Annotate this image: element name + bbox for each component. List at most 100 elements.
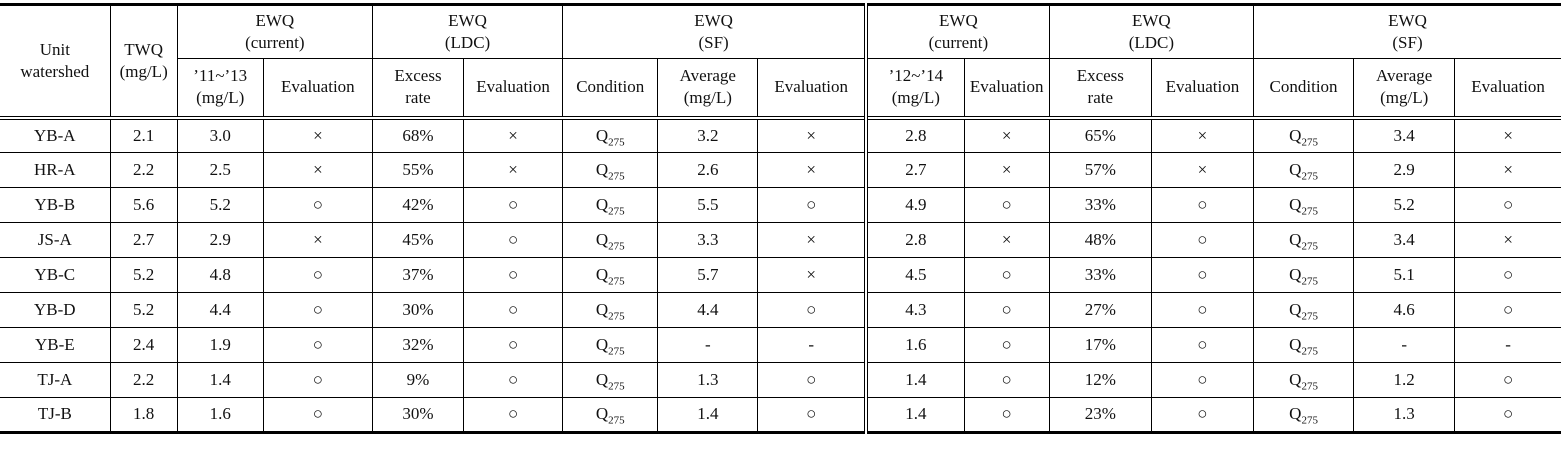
evaluation-mark: × [757,115,867,153]
value-cell: 2.2 [109,152,178,188]
condition-cell: Q275 [1252,292,1355,328]
value-cell: 68% [371,115,465,153]
evaluation-mark: × [757,257,867,293]
value-cell: 1.3 [1353,397,1456,434]
value-cell: 5.5 [657,187,759,223]
evaluation-mark: × [963,152,1050,188]
evaluation-mark: ○ [1454,397,1561,434]
value-cell: 4.4 [176,292,264,328]
value-cell: 4.8 [176,257,264,293]
condition-cell: Q275 [562,397,659,434]
header-period-11-13: ’11~’13 (mg/L) [176,58,264,118]
header-group-ewq-ldc-1: EWQ (LDC) [371,3,564,59]
value-cell: 5.7 [657,257,759,293]
condition-cell: Q275 [562,152,659,188]
evaluation-mark: × [262,152,373,188]
value-cell: 1.4 [176,362,264,398]
value-cell: 2.5 [176,152,264,188]
condition-cell: Q275 [1252,327,1355,363]
evaluation-mark: ○ [262,187,373,223]
header-group-ewq-sf-1: EWQ (SF) [562,3,867,59]
value-cell: 23% [1048,397,1152,434]
unit-watershed-cell: YB-C [0,257,111,293]
value-cell: 2.8 [864,115,965,153]
value-cell: 4.5 [864,257,965,293]
evaluation-mark: ○ [262,397,373,434]
value-cell: 1.4 [864,362,965,398]
condition-cell: Q275 [562,257,659,293]
value-cell: 1.2 [1353,362,1456,398]
unit-watershed-cell: YB-E [0,327,111,363]
evaluation-mark: ○ [463,327,564,363]
evaluation-mark: × [463,115,564,153]
table-header: Unit watershed TWQ (mg/L) EWQ (current) … [0,3,1561,118]
value-cell: - [1454,327,1561,363]
evaluation-mark: × [1454,152,1561,188]
value-cell: 2.7 [864,152,965,188]
evaluation-mark: × [963,115,1050,153]
value-cell: 12% [1048,362,1152,398]
table-row: TJ-B 1.8 1.6 ○ 30% ○ Q275 1.4 ○ 1.4 ○ 23% ○ Q275 1.3 ○ [0,397,1561,434]
table-row: YB-B 5.6 5.2 ○ 42% ○ Q275 5.5 ○ 4.9 ○ 33% ○ Q275 5.2 ○ [0,187,1561,223]
header-group-row: Unit watershed TWQ (mg/L) EWQ (current) … [0,3,1561,118]
header-group-ewq-ldc-2: EWQ (LDC) [1048,3,1255,59]
value-cell: 30% [371,292,465,328]
condition-cell: Q275 [562,115,659,153]
evaluation-mark: ○ [963,397,1050,434]
evaluation-mark: ○ [463,292,564,328]
table-row: TJ-A 2.2 1.4 ○ 9% ○ Q275 1.3 ○ 1.4 ○ 12% ○ Q275 1.2 ○ [0,362,1561,398]
evaluation-mark: ○ [963,362,1050,398]
header-unit-watershed: Unit watershed [0,3,111,118]
evaluation-mark: ○ [757,292,867,328]
header-excess-rate: Excess rate [1048,58,1152,118]
value-cell: - [657,327,759,363]
evaluation-mark: ○ [262,257,373,293]
evaluation-mark: ○ [262,362,373,398]
evaluation-mark: × [463,152,564,188]
value-cell: 2.9 [176,222,264,258]
evaluation-mark: ○ [1454,257,1561,293]
evaluation-mark: × [963,222,1050,258]
evaluation-mark: ○ [262,292,373,328]
header-evaluation: Evaluation [262,58,373,118]
evaluation-mark: ○ [757,187,867,223]
value-cell: 3.2 [657,115,759,153]
evaluation-mark: ○ [963,327,1050,363]
value-cell: 9% [371,362,465,398]
evaluation-mark: × [1454,222,1561,258]
value-cell: 42% [371,187,465,223]
evaluation-mark: ○ [463,187,564,223]
value-cell: - [1353,327,1456,363]
condition-cell: Q275 [1252,222,1355,258]
value-cell: 1.6 [176,397,264,434]
value-cell: 3.3 [657,222,759,258]
evaluation-mark: ○ [1150,327,1255,363]
evaluation-mark: × [262,222,373,258]
condition-cell: Q275 [1252,187,1355,223]
header-group-ewq-current-1: EWQ (current) [176,3,373,59]
header-average: Average (mg/L) [657,58,759,118]
value-cell: 33% [1048,187,1152,223]
header-group-ewq-current-2: EWQ (current) [864,3,1050,59]
header-excess-rate: Excess rate [371,58,465,118]
evaluation-mark: ○ [463,222,564,258]
unit-watershed-cell: YB-B [0,187,111,223]
table-row: YB-E 2.4 1.9 ○ 32% ○ Q275- -1.6 ○ 17% ○ Q275- - [0,327,1561,363]
unit-watershed-cell: YB-A [0,115,111,153]
condition-cell: Q275 [1252,257,1355,293]
value-cell: 55% [371,152,465,188]
header-evaluation: Evaluation [1454,58,1561,118]
condition-cell: Q275 [1252,115,1355,153]
value-cell: 5.6 [109,187,178,223]
value-cell: 57% [1048,152,1152,188]
value-cell: 3.4 [1353,222,1456,258]
evaluation-mark: ○ [1150,222,1255,258]
evaluation-mark: × [262,115,373,153]
evaluation-mark: × [757,152,867,188]
header-average: Average (mg/L) [1353,58,1456,118]
evaluation-mark: ○ [963,257,1050,293]
evaluation-mark: ○ [1454,362,1561,398]
evaluation-mark: ○ [1150,362,1255,398]
condition-cell: Q275 [1252,362,1355,398]
evaluation-mark: ○ [1150,257,1255,293]
